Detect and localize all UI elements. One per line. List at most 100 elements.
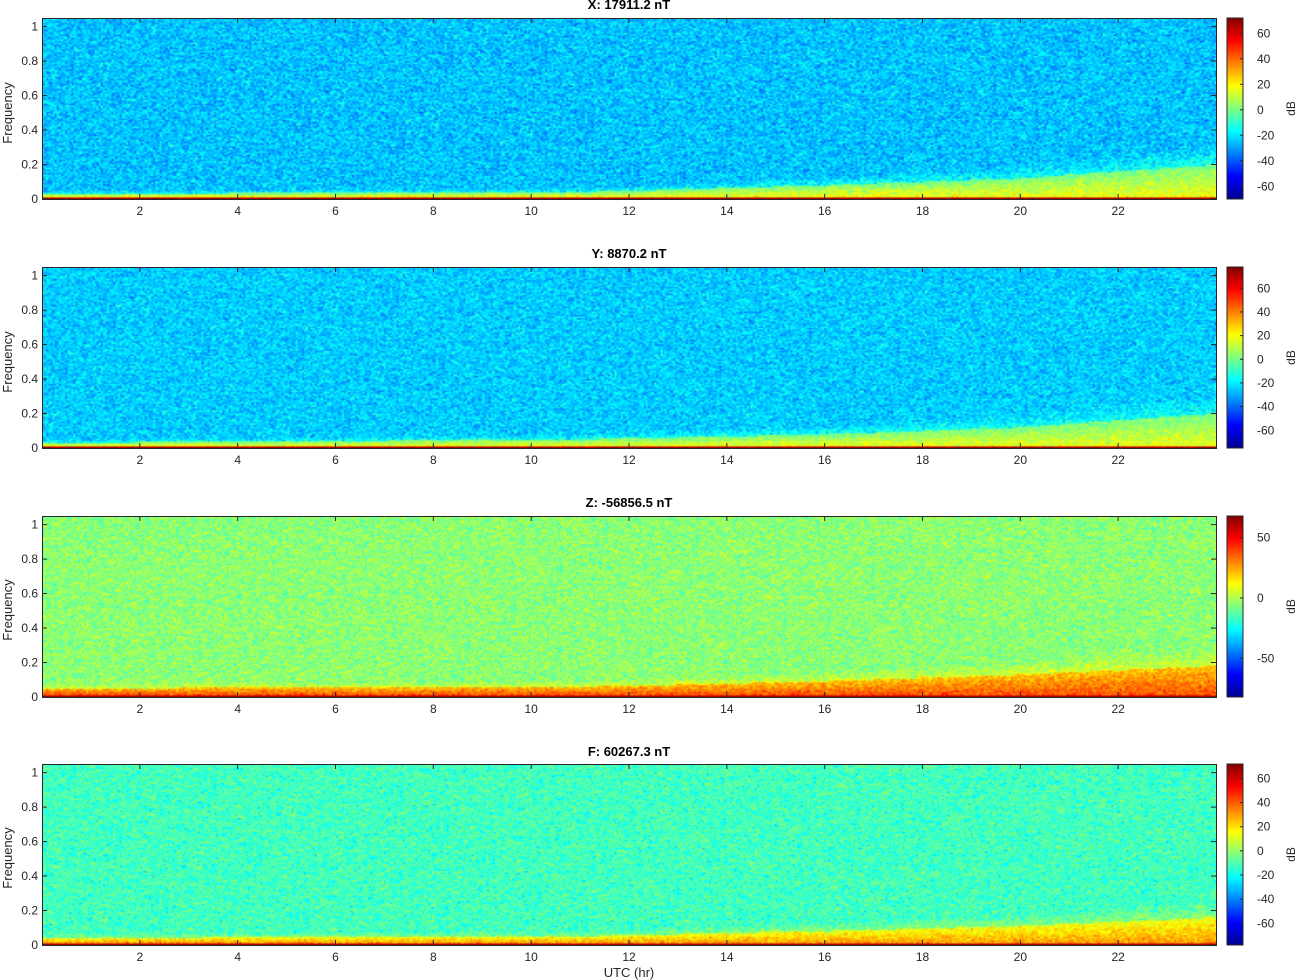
y-tick-label: 0.8: [21, 552, 38, 566]
x-tick-label: 12: [622, 204, 636, 218]
x-tick-label: 16: [818, 204, 832, 218]
x-tick-label: 8: [430, 204, 437, 218]
colorbar: [1226, 763, 1244, 946]
y-tick-label: 0.2: [21, 158, 38, 172]
colorbar-tick-label: -40: [1257, 154, 1275, 168]
x-tick-label: 12: [622, 702, 636, 716]
y-tick-label: 1: [31, 20, 38, 34]
x-tick-label: 2: [136, 453, 143, 467]
x-tick-label: 6: [332, 453, 339, 467]
y-tick-label: 0.4: [21, 621, 38, 635]
colorbar-tick-label: 60: [1257, 771, 1271, 785]
x-tick-label: 16: [818, 702, 832, 716]
colorbar-tick-label: -40: [1257, 400, 1275, 414]
x-tick-label: 8: [430, 453, 437, 467]
y-tick-label: 0.2: [21, 407, 38, 421]
x-tick-label: 6: [332, 950, 339, 964]
x-tick-label: 10: [524, 702, 538, 716]
x-tick-label: 22: [1111, 702, 1125, 716]
x-tick-label: 2: [136, 950, 143, 964]
x-axis-label: UTC (hr): [604, 965, 655, 980]
colorbar-tick-label: 60: [1257, 26, 1271, 40]
x-tick-label: 14: [720, 204, 734, 218]
y-tick-label: 0.2: [21, 656, 38, 670]
x-tick-label: 20: [1014, 702, 1028, 716]
y-tick-label: 0.8: [21, 303, 38, 317]
colorbar-tick-label: -20: [1257, 376, 1275, 390]
colorbar-tick-label: -60: [1257, 179, 1275, 193]
colorbar-tick-label: -60: [1257, 916, 1275, 930]
colorbar: [1226, 17, 1244, 200]
colorbar-tick-label: 0: [1257, 352, 1264, 366]
colorbar-tick-label: -60: [1257, 423, 1275, 437]
colorbar: [1226, 515, 1244, 698]
x-tick-label: 22: [1111, 204, 1125, 218]
x-tick-label: 4: [234, 204, 241, 218]
x-tick-label: 10: [524, 453, 538, 467]
colorbar-tick-label: 60: [1257, 281, 1271, 295]
panel-title: Y: 8870.2 nT: [592, 246, 667, 261]
x-tick-label: 22: [1111, 453, 1125, 467]
x-tick-label: 8: [430, 950, 437, 964]
x-tick-label: 18: [916, 453, 930, 467]
x-tick-label: 4: [234, 950, 241, 964]
y-tick-label: 0: [31, 690, 38, 704]
y-tick-label: 0.8: [21, 800, 38, 814]
y-tick-label: 0: [31, 192, 38, 206]
colorbar-tick-label: -40: [1257, 892, 1275, 906]
panel-title: Z: -56856.5 nT: [586, 495, 673, 510]
colorbar-tick-label: -50: [1257, 651, 1275, 665]
spectrogram-image: [42, 267, 1216, 448]
y-tick-label: 0.4: [21, 123, 38, 137]
x-tick-label: 4: [234, 702, 241, 716]
x-tick-label: 22: [1111, 950, 1125, 964]
panel-title: X: 17911.2 nT: [588, 0, 670, 12]
x-tick-label: 6: [332, 204, 339, 218]
spectrogram-image: [42, 764, 1216, 945]
colorbar-tick-label: 40: [1257, 52, 1271, 66]
x-tick-label: 6: [332, 702, 339, 716]
x-tick-label: 14: [720, 453, 734, 467]
x-tick-label: 16: [818, 950, 832, 964]
colorbar-tick-label: 40: [1257, 796, 1271, 810]
x-tick-label: 12: [622, 453, 636, 467]
y-axis-label: Frequency: [0, 579, 15, 641]
x-tick-label: 18: [916, 702, 930, 716]
colorbar-tick-label: -20: [1257, 128, 1275, 142]
x-tick-label: 10: [524, 204, 538, 218]
spectrogram-image: [42, 516, 1216, 697]
x-tick-label: 12: [622, 950, 636, 964]
x-tick-label: 18: [916, 204, 930, 218]
colorbar-tick-label: 20: [1257, 820, 1271, 834]
colorbar-label: dB: [1284, 847, 1297, 862]
colorbar-tick-label: 40: [1257, 305, 1271, 319]
colorbar-tick-label: 20: [1257, 77, 1271, 91]
y-tick-label: 0.4: [21, 869, 38, 883]
panel-title: F: 60267.3 nT: [588, 744, 670, 759]
y-tick-label: 0.6: [21, 338, 38, 352]
y-axis-label: Frequency: [0, 827, 15, 889]
x-tick-label: 4: [234, 453, 241, 467]
colorbar-label: dB: [1284, 350, 1297, 365]
x-tick-label: 2: [136, 702, 143, 716]
y-axis-label: Frequency: [0, 331, 15, 393]
colorbar-tick-label: 0: [1257, 844, 1264, 858]
spectrogram-image: [42, 18, 1216, 199]
colorbar: [1226, 266, 1244, 449]
x-tick-label: 20: [1014, 453, 1028, 467]
y-tick-label: 1: [31, 269, 38, 283]
panel-f: F: 60267.3 nT Frequency UTC (hr) 2 4 6 8 10 1…: [0, 744, 1297, 980]
x-tick-label: 2: [136, 204, 143, 218]
x-tick-label: 8: [430, 702, 437, 716]
x-tick-label: 18: [916, 950, 930, 964]
colorbar-tick-label: 0: [1257, 591, 1264, 605]
y-tick-label: 0: [31, 938, 38, 952]
colorbar-tick-label: -20: [1257, 868, 1275, 882]
panel-z: Z: -56856.5 nT Frequency 2 4 6 8 10 12 14 16 18 2…: [0, 495, 1297, 716]
y-tick-label: 1: [31, 766, 38, 780]
panel-y: Y: 8870.2 nT Frequency 2 4 6 8 10 12 14 16 18 20 2…: [0, 246, 1297, 467]
y-tick-label: 1: [31, 518, 38, 532]
y-axis-label: Frequency: [0, 82, 15, 144]
x-tick-label: 20: [1014, 204, 1028, 218]
